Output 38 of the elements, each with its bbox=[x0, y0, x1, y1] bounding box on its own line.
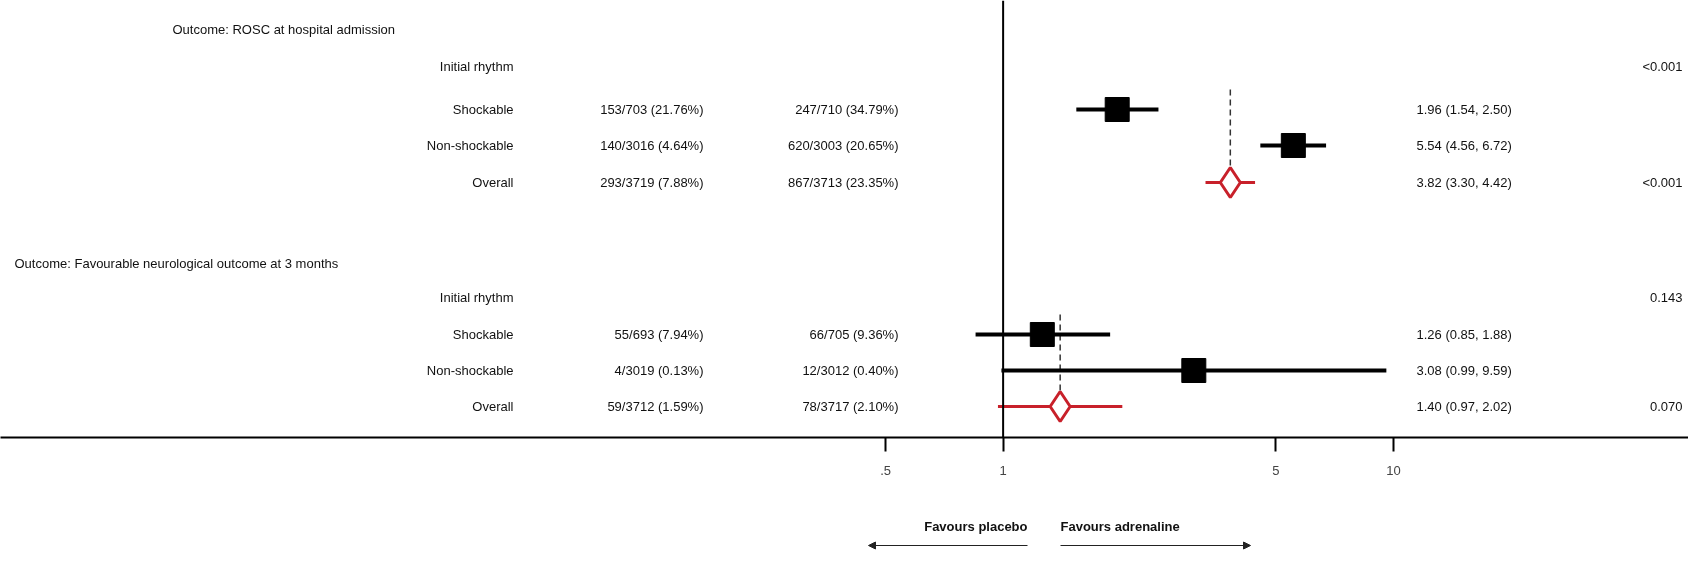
x-tick-label: .5 bbox=[880, 462, 892, 478]
annotation: 1.26 (0.85, 1.88) bbox=[1416, 327, 1512, 342]
annotation: 0.070 bbox=[1649, 399, 1683, 414]
annotation: 78/3717 (2.10%) bbox=[802, 399, 899, 414]
annotation: 867/3713 (23.35%) bbox=[787, 175, 899, 190]
annotation: 1.40 (0.97, 2.02) bbox=[1416, 399, 1512, 414]
annotation: 293/3719 (7.88%) bbox=[600, 175, 704, 190]
annotation: 66/705 (9.36%) bbox=[809, 327, 899, 342]
y-tick-label: Non-shockable bbox=[426, 363, 514, 378]
y-tick-label: Initial rhythm bbox=[439, 290, 514, 305]
y-tick-label: Initial rhythm bbox=[439, 59, 514, 74]
annotation: Outcome: ROSC at hospital admission bbox=[172, 22, 396, 37]
annotation: 59/3712 (1.59%) bbox=[607, 399, 704, 414]
text: Favours adrenaline bbox=[1060, 519, 1180, 534]
annotation: 620/3003 (20.65%) bbox=[787, 138, 899, 153]
y-tick-label: Shockable bbox=[452, 327, 514, 342]
y-tick-label: Overall bbox=[472, 175, 514, 190]
y-tick-label: Non-shockable bbox=[426, 138, 514, 153]
y-tick-label: Shockable bbox=[452, 102, 514, 117]
annotation: 1.96 (1.54, 2.50) bbox=[1416, 102, 1512, 117]
annotation: 3.08 (0.99, 9.59) bbox=[1416, 363, 1512, 378]
y-tick-label: Overall bbox=[472, 399, 514, 414]
x-tick-label: 1 bbox=[999, 462, 1007, 478]
text: Favours placebo bbox=[924, 519, 1028, 534]
annotation: Outcome: Favourable neurological outcome at 3 months bbox=[14, 256, 339, 271]
annotation: 55/693 (7.94%) bbox=[614, 327, 704, 342]
annotation: 140/3016 (4.64%) bbox=[600, 138, 704, 153]
annotation: 153/703 (21.76%) bbox=[600, 102, 704, 117]
annotation: 247/710 (34.79%) bbox=[795, 102, 899, 117]
x-tick-label: 10 bbox=[1386, 462, 1401, 478]
annotation: 4/3019 (0.13%) bbox=[614, 363, 704, 378]
annotation: 3.82 (3.30, 4.42) bbox=[1416, 175, 1512, 190]
annotation: <0.001 bbox=[1642, 59, 1683, 74]
x-tick-label: 5 bbox=[1272, 462, 1280, 478]
annotation: <0.001 bbox=[1642, 175, 1683, 190]
annotation: 5.54 (4.56, 6.72) bbox=[1416, 138, 1512, 153]
annotation: 0.143 bbox=[1649, 290, 1683, 305]
annotation: 12/3012 (0.40%) bbox=[802, 363, 899, 378]
